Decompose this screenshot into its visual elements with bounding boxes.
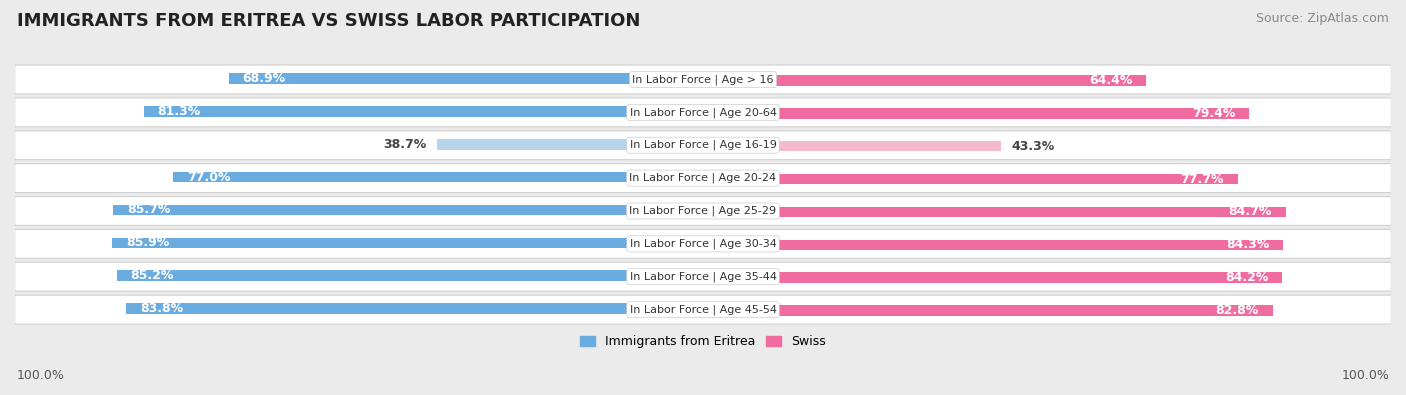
FancyBboxPatch shape <box>14 295 1392 324</box>
Text: 79.4%: 79.4% <box>1192 107 1236 120</box>
Bar <box>703 240 1284 250</box>
Text: Source: ZipAtlas.com: Source: ZipAtlas.com <box>1256 12 1389 25</box>
Text: 64.4%: 64.4% <box>1088 74 1132 87</box>
FancyBboxPatch shape <box>14 131 1392 160</box>
Bar <box>117 271 703 281</box>
Text: 77.0%: 77.0% <box>187 171 231 184</box>
Text: 83.8%: 83.8% <box>141 302 183 315</box>
Bar <box>127 303 703 314</box>
Bar <box>703 273 1282 283</box>
Bar <box>143 106 703 117</box>
Text: 77.7%: 77.7% <box>1180 173 1223 186</box>
Text: 38.7%: 38.7% <box>384 138 426 151</box>
FancyBboxPatch shape <box>14 262 1392 291</box>
Text: In Labor Force | Age 20-64: In Labor Force | Age 20-64 <box>630 107 776 118</box>
Text: 68.9%: 68.9% <box>243 72 285 85</box>
Text: IMMIGRANTS FROM ERITREA VS SWISS LABOR PARTICIPATION: IMMIGRANTS FROM ERITREA VS SWISS LABOR P… <box>17 12 640 30</box>
Bar <box>437 139 703 149</box>
Bar <box>703 108 1250 118</box>
Bar <box>703 75 1146 86</box>
Legend: Immigrants from Eritrea, Swiss: Immigrants from Eritrea, Swiss <box>575 330 831 354</box>
Text: In Labor Force | Age 35-44: In Labor Force | Age 35-44 <box>630 271 776 282</box>
Text: 100.0%: 100.0% <box>1341 369 1389 382</box>
Text: In Labor Force | Age 16-19: In Labor Force | Age 16-19 <box>630 140 776 150</box>
Text: 82.8%: 82.8% <box>1216 304 1258 317</box>
Bar <box>229 73 703 84</box>
FancyBboxPatch shape <box>14 65 1392 94</box>
FancyBboxPatch shape <box>14 229 1392 258</box>
Text: In Labor Force | Age > 16: In Labor Force | Age > 16 <box>633 74 773 85</box>
Bar <box>114 205 703 215</box>
Text: 100.0%: 100.0% <box>17 369 65 382</box>
Text: 81.3%: 81.3% <box>157 105 201 118</box>
Text: In Labor Force | Age 25-29: In Labor Force | Age 25-29 <box>630 206 776 216</box>
Bar <box>703 141 1001 151</box>
Bar <box>703 207 1285 217</box>
Text: 85.9%: 85.9% <box>125 236 169 249</box>
Text: 84.7%: 84.7% <box>1229 205 1272 218</box>
Text: 85.7%: 85.7% <box>127 203 170 216</box>
Text: In Labor Force | Age 30-34: In Labor Force | Age 30-34 <box>630 239 776 249</box>
Text: In Labor Force | Age 45-54: In Labor Force | Age 45-54 <box>630 305 776 315</box>
FancyBboxPatch shape <box>14 98 1392 127</box>
Bar <box>173 172 703 182</box>
Text: 84.2%: 84.2% <box>1225 271 1268 284</box>
Text: In Labor Force | Age 20-24: In Labor Force | Age 20-24 <box>630 173 776 183</box>
Bar <box>703 305 1272 316</box>
Bar <box>703 174 1237 184</box>
Text: 85.2%: 85.2% <box>131 269 174 282</box>
Text: 43.3%: 43.3% <box>1011 140 1054 153</box>
FancyBboxPatch shape <box>14 164 1392 193</box>
Bar <box>112 238 703 248</box>
FancyBboxPatch shape <box>14 197 1392 226</box>
Text: 84.3%: 84.3% <box>1226 238 1270 251</box>
